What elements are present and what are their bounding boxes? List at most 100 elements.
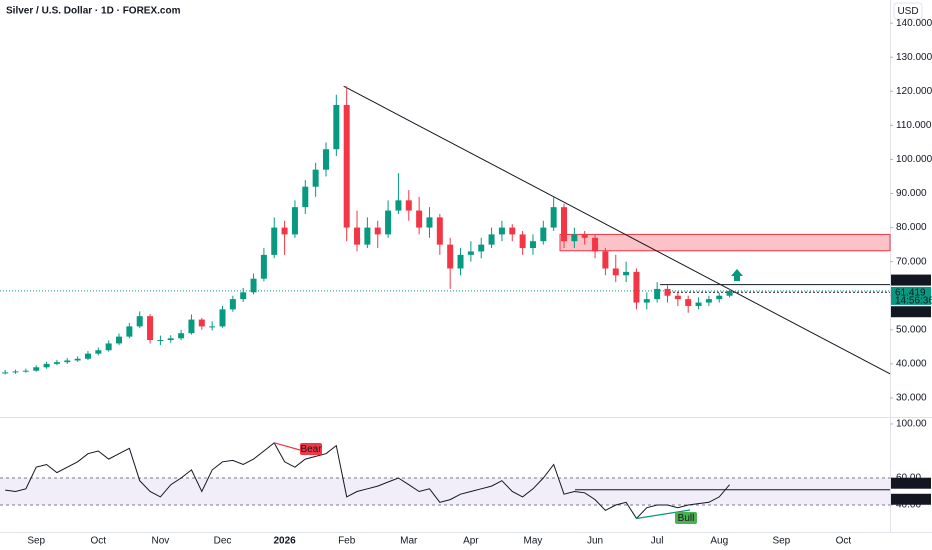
candle-body [726, 290, 733, 296]
x-tick-label: Oct [91, 536, 107, 547]
level-badge-box [891, 306, 931, 318]
candle-body [333, 104, 340, 150]
candle-body [167, 338, 174, 341]
x-tick-label: Jun [587, 536, 603, 547]
candle-body [571, 234, 578, 242]
y-tick-label: 50.000 [896, 324, 927, 335]
candle-body [633, 271, 640, 303]
x-tick-label: Oct [836, 536, 852, 547]
candle-body [426, 217, 433, 228]
candle-body [178, 333, 185, 339]
candle-body [602, 251, 609, 269]
candle-body [592, 237, 599, 252]
y-tick-label: 90.000 [896, 188, 927, 199]
resistance-zone [559, 233, 891, 252]
currency-label[interactable]: USD [897, 6, 918, 17]
candle-body [529, 241, 536, 249]
last-price-badge-box [891, 286, 931, 305]
y-tick-label: 100.00 [896, 419, 927, 430]
candle-body [509, 227, 516, 235]
candle-body [612, 268, 619, 276]
candle-body [561, 207, 568, 242]
candle-body [478, 244, 485, 252]
candle-body [405, 200, 412, 211]
candle-body [105, 343, 112, 351]
candle-body [488, 234, 495, 245]
candle-body [43, 363, 50, 368]
candle-body [53, 362, 60, 364]
candle-body [74, 358, 81, 361]
level-badge-box [891, 274, 931, 286]
candle-body [623, 271, 630, 276]
x-tick-label: Sep [772, 536, 790, 547]
x-tick-label: Nov [152, 536, 170, 547]
candle-body [550, 207, 557, 228]
x-tick-label: Aug [710, 536, 728, 547]
candle-body [457, 254, 464, 269]
candle-body [240, 292, 247, 300]
candle-body [22, 370, 29, 372]
candle-body [519, 234, 526, 249]
candle-body [385, 210, 392, 235]
candle-body [157, 340, 164, 342]
candle-body [12, 371, 19, 373]
currency-button[interactable] [893, 2, 923, 20]
y-tick-label: 130.000 [896, 52, 932, 63]
candle-body [364, 227, 371, 245]
candle-body [695, 302, 702, 306]
y-tick-label: 110.000 [896, 120, 932, 131]
y-tick-label: 70.000 [896, 256, 927, 267]
level-badge: 63.274 [895, 275, 926, 286]
candle-body [219, 309, 226, 327]
candle-body [229, 299, 236, 310]
chart-title: Silver / U.S. Dollar · 1D · FOREX.com [6, 6, 181, 17]
y-tick-label: 100.000 [896, 154, 932, 165]
trendline [343, 85, 891, 375]
x-tick-label: Mar [400, 536, 418, 547]
bull-label: Bull [678, 513, 695, 524]
candle-body [271, 227, 278, 255]
bear-divergence [274, 442, 301, 451]
candle-body [260, 254, 267, 279]
candle-body [498, 227, 505, 235]
candle-body [436, 217, 443, 245]
last-price-badge: 61.419 [895, 288, 926, 299]
candle-body [2, 372, 9, 374]
candle-body [291, 207, 298, 235]
candle-body [64, 360, 71, 363]
candle-body [416, 210, 423, 228]
candle-body [395, 200, 402, 211]
bear-label: Bear [300, 444, 322, 455]
candle-body [643, 299, 650, 303]
candle-body [281, 227, 288, 235]
candle-body [116, 336, 123, 344]
candle-body [467, 251, 474, 255]
candle-body [250, 278, 257, 293]
rsi-level-badge-box [891, 493, 931, 505]
x-tick-label: 2026 [273, 536, 296, 547]
candle-body [136, 316, 143, 327]
candle-body [664, 288, 671, 296]
bear-label-box [300, 443, 322, 455]
x-tick-label: Feb [338, 536, 356, 547]
candle-body [343, 104, 350, 228]
candle-body [447, 244, 454, 269]
bull-label-box [675, 512, 697, 524]
candle-body [716, 295, 723, 300]
candle-body [581, 234, 588, 238]
candle-body [685, 299, 692, 306]
candle-body [312, 169, 319, 187]
x-tick-label: Jul [651, 536, 664, 547]
x-tick-label: Apr [463, 536, 479, 547]
up-arrow [731, 269, 743, 281]
y-tick-label: 40.000 [896, 359, 927, 370]
y-tick-label: 140.000 [896, 18, 932, 29]
candle-body [95, 350, 102, 354]
candle-body [705, 299, 712, 303]
candle-body [147, 316, 154, 341]
rsi-badge: 55.01 [895, 478, 920, 489]
x-tick-label: Dec [214, 536, 232, 547]
